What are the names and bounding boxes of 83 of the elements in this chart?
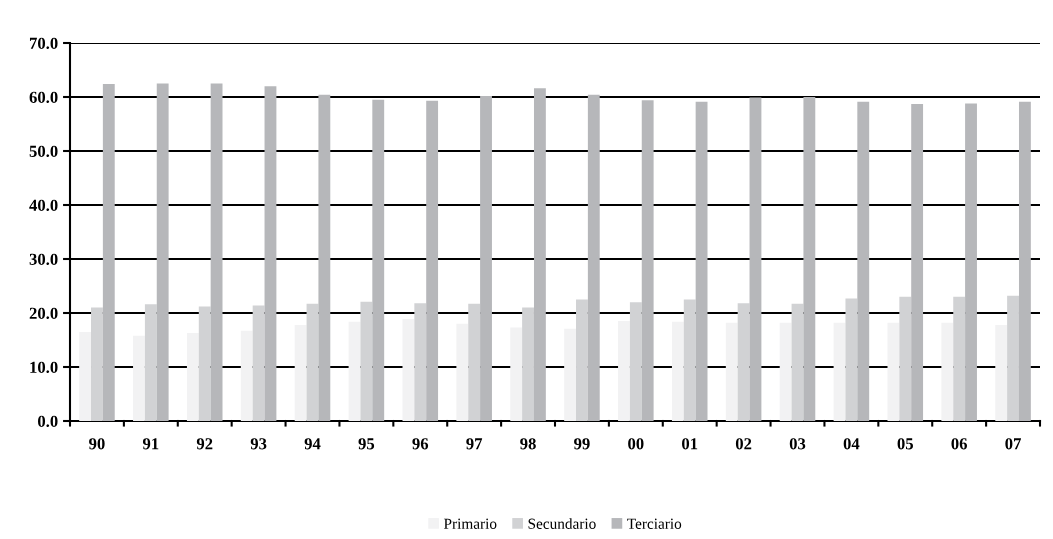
bar	[533, 88, 546, 421]
bar	[887, 322, 900, 421]
bar	[306, 303, 319, 421]
bar	[953, 296, 966, 421]
bar	[695, 101, 708, 421]
bar	[995, 324, 1008, 421]
bar	[779, 322, 792, 421]
x-tick-label: 07	[1005, 438, 1021, 450]
bar	[133, 335, 145, 421]
y-tick-label: 0.0	[38, 415, 58, 428]
bar	[899, 296, 912, 421]
bar	[468, 303, 481, 421]
bar	[803, 97, 816, 421]
bar	[911, 104, 924, 421]
bar	[522, 307, 534, 421]
bar	[725, 322, 738, 421]
legend-label: Primario	[443, 518, 497, 529]
bar	[102, 84, 115, 421]
bar	[402, 318, 415, 421]
bar	[671, 321, 684, 421]
bar	[240, 330, 253, 421]
bar	[144, 304, 157, 421]
bar	[965, 103, 977, 421]
y-tick-label: 60.0	[29, 91, 58, 104]
y-tick-label: 30.0	[29, 253, 58, 266]
bar	[426, 100, 439, 421]
bar	[941, 322, 954, 421]
x-tick-label: 93	[250, 438, 267, 450]
bar	[683, 299, 696, 421]
x-tick-label: 04	[843, 438, 860, 450]
x-tick-label: 01	[682, 438, 698, 450]
x-tick-label: 97	[466, 438, 483, 450]
bar	[198, 306, 211, 421]
x-tick-label: 00	[628, 438, 644, 450]
bar	[618, 321, 630, 421]
x-tick-label: 94	[304, 438, 321, 450]
bar	[348, 321, 361, 421]
x-tick-label: 92	[196, 438, 213, 450]
bar	[737, 303, 750, 421]
x-tick-label: 06	[951, 438, 968, 450]
legend-label: Secundario	[528, 518, 596, 529]
bar	[564, 328, 577, 421]
x-tick-label: 05	[897, 438, 913, 450]
bar	[833, 322, 846, 421]
y-tick-label: 70.0	[29, 37, 58, 50]
x-tick-label: 96	[412, 438, 429, 450]
bar	[576, 299, 588, 421]
bar	[587, 94, 600, 421]
bar	[372, 99, 385, 421]
bar	[480, 95, 492, 421]
bar	[510, 327, 523, 421]
x-tick-label: 90	[89, 438, 105, 450]
bar	[294, 324, 307, 421]
bar	[156, 83, 169, 421]
bar	[186, 332, 199, 421]
bar	[252, 305, 265, 421]
bar	[456, 323, 469, 421]
bar	[210, 83, 223, 421]
x-tick-label: 99	[574, 438, 590, 450]
x-tick-label: 02	[735, 438, 752, 450]
x-tick-label: 03	[789, 438, 806, 450]
y-tick-label: 10.0	[30, 361, 58, 374]
bar	[360, 301, 373, 421]
y-tick-label: 40.0	[29, 199, 58, 212]
bar	[1018, 101, 1031, 421]
bar	[91, 307, 103, 421]
bar	[264, 86, 277, 421]
x-tick-label: 95	[358, 438, 375, 450]
bar	[79, 331, 92, 421]
bar	[414, 303, 427, 421]
bar	[749, 97, 762, 421]
x-tick-label: 91	[142, 438, 159, 450]
x-tick-label: 98	[520, 438, 536, 450]
bar	[857, 101, 870, 421]
y-tick-label: 20.0	[29, 307, 58, 320]
bar	[318, 94, 331, 421]
bar	[629, 302, 642, 421]
bar	[791, 303, 804, 421]
bar	[845, 298, 858, 421]
legend-label: Terciario	[627, 518, 682, 529]
bar	[641, 100, 654, 421]
bar	[1007, 295, 1019, 421]
y-tick-label: 50.0	[29, 145, 58, 158]
